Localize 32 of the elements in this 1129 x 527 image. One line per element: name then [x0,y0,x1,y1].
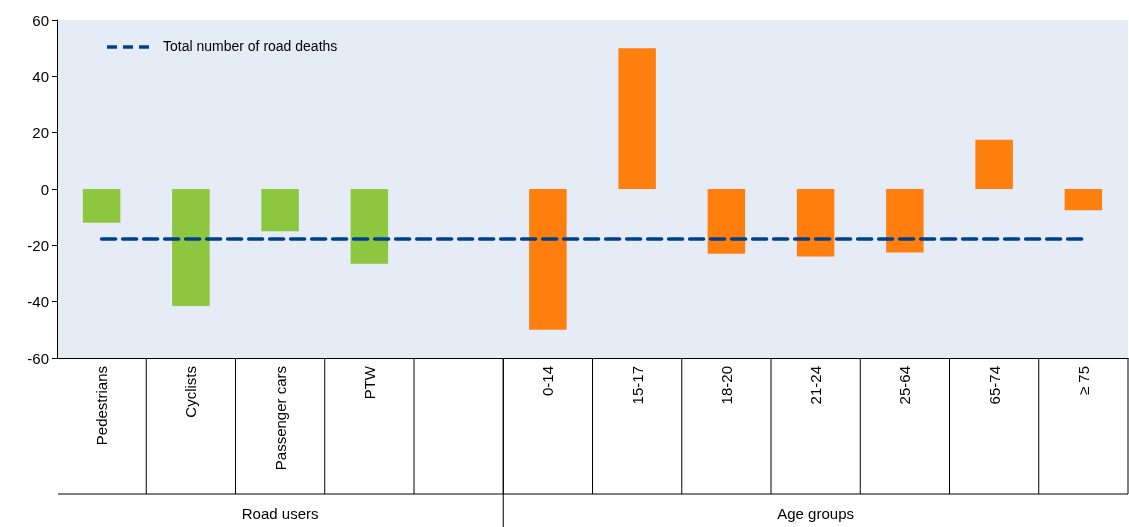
bar [529,189,567,330]
x-tick-label: Pedestrians [93,366,111,446]
text: Road users [241,504,319,522]
bar [886,189,924,253]
bar [82,189,121,223]
bar [707,189,746,254]
x-tick-label: ≥ 75 [1074,366,1092,396]
bar [172,189,210,306]
x-tick-label: 18-20 [717,366,735,405]
bar [350,189,389,264]
x-tick-label: 21-24 [807,366,825,405]
bar [1064,189,1103,211]
y-tick-label: 40 [32,67,49,85]
y-tick-label: -60 [27,349,49,367]
x-tick-label: Passenger cars [271,366,289,471]
y-tick-label: 60 [32,11,49,29]
y-tick-label: 0 [40,180,49,198]
y-tick-label: -20 [27,236,49,254]
x-tick-label: 15-17 [628,366,646,405]
x-tick-label: 0-14 [539,366,557,397]
text: Age groups [777,504,854,522]
x-tick-label: Cyclists [182,366,200,418]
legend-label: Total number of road deaths [163,38,338,54]
y-tick-label: 20 [32,124,49,142]
x-tick-label: 65-74 [985,366,1003,405]
x-tick-label: PTW [360,365,378,400]
bar [618,48,656,189]
bar [261,189,299,232]
bar [975,139,1013,189]
x-tick-label: 25-64 [896,366,914,405]
y-tick-label: -40 [27,293,49,311]
bar [796,189,835,257]
